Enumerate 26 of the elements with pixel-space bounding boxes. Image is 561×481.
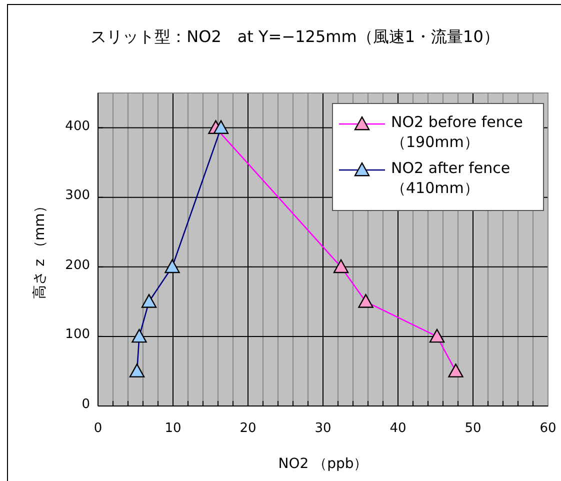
legend-label: NO2 after fence （410mm） [391,158,512,198]
point [448,364,464,378]
chart-title: スリット型：NO2 at Y=−125mm（風速1・流量10） [90,26,500,48]
point [132,328,147,343]
x-tick-label: 0 [92,421,104,436]
y-axis-title: 高さ z （mm） [31,198,49,300]
legend-label: NO2 before fence （190mm） [391,112,524,152]
y-tick-label: 300 [65,188,90,204]
point [129,364,145,378]
point [164,259,180,274]
y-tick-label: 100 [64,327,90,342]
y-tick-label: 200 [65,258,90,273]
x-tick-label: 10 [164,421,182,436]
point [358,294,374,308]
x-tick-label: 60 [538,421,558,436]
point [141,294,157,308]
point [213,120,229,134]
x-tick-label: 40 [388,421,408,436]
y-tick-label: 400 [64,118,90,134]
x-tick-label: 20 [238,421,258,436]
x-tick-label: 30 [314,421,332,436]
y-tick-label: 0 [80,397,90,412]
x-axis-title: NO2 （ppb） [277,455,369,473]
x-tick-label: 50 [464,421,482,436]
point [333,259,349,274]
point [429,328,445,343]
